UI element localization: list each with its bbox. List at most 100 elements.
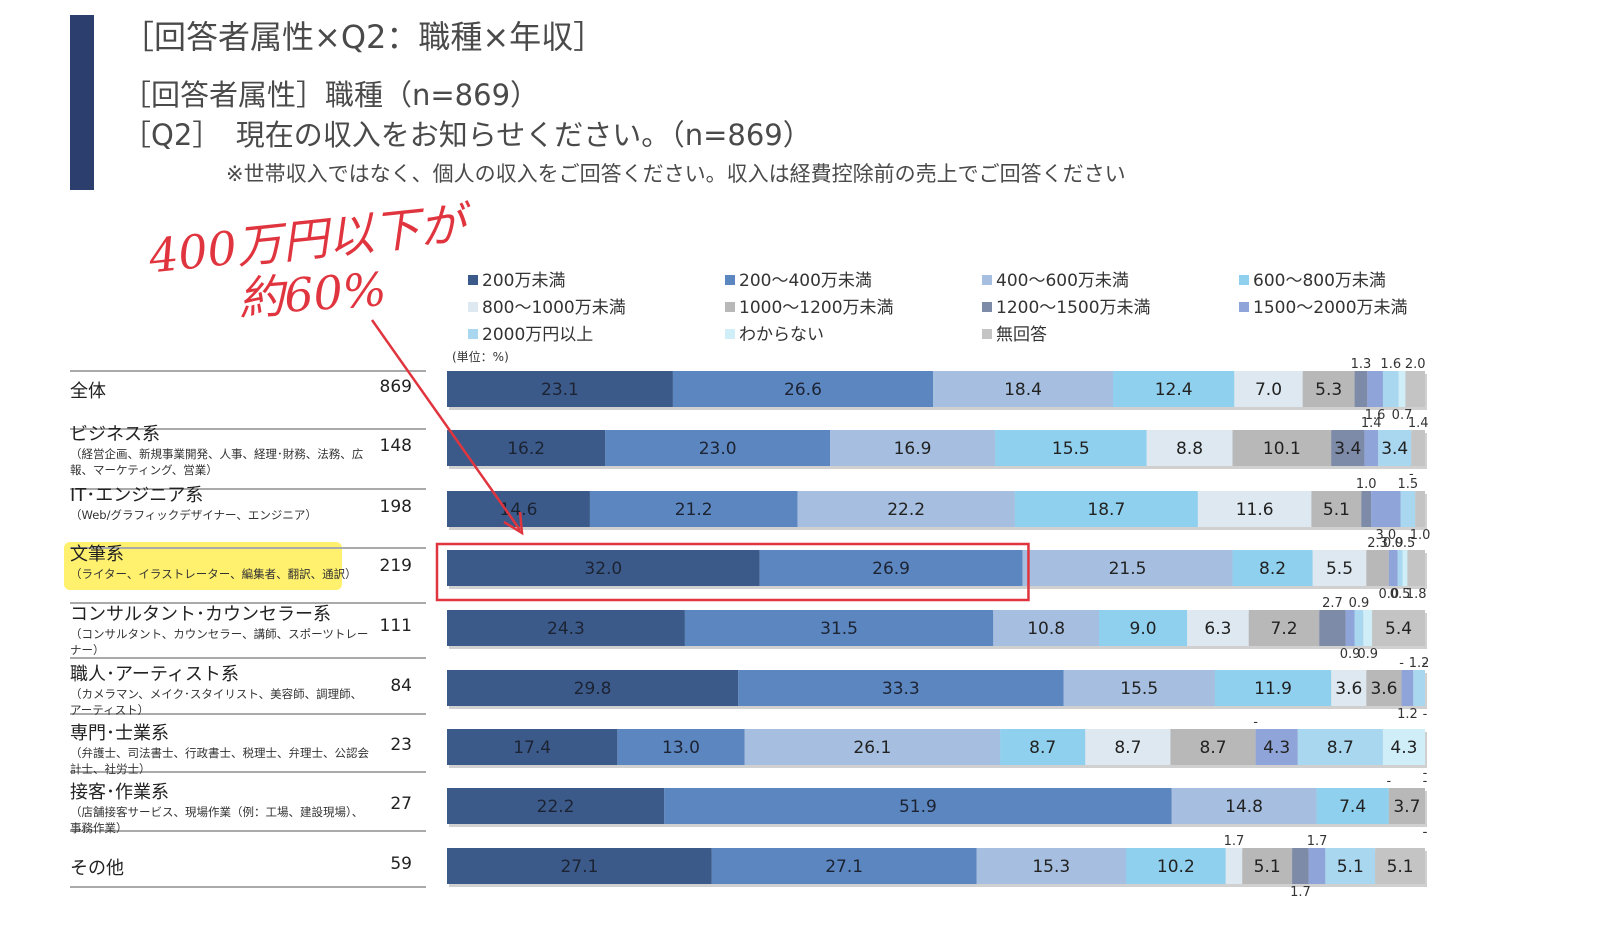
legend-label: 200万未満 [482, 271, 566, 291]
bar-segment [1255, 729, 1298, 765]
legend-item: 200～400万未満 [725, 266, 872, 291]
bar-segment [1232, 430, 1332, 466]
data-label-small: 1.0 [1356, 477, 1377, 492]
unit-label: (単位：%) [452, 350, 509, 364]
bar-segment [1000, 729, 1086, 765]
bar-segment [447, 729, 618, 765]
legend-swatch [468, 275, 478, 285]
row-separator [70, 428, 426, 430]
bar-segment [447, 550, 760, 586]
data-label-small: 1.5 [1398, 477, 1419, 492]
data-label-small: 1.2 [1409, 656, 1430, 671]
data-label-small: 2.7 [1322, 596, 1343, 611]
bar-segment [1171, 788, 1317, 824]
bar-segment [1367, 371, 1383, 407]
data-label: 22.2 [887, 500, 925, 520]
row-sample-size: 198 [379, 497, 412, 517]
subtitle-question: ［Q2］ 現在の収入をお知らせください。（n=869） [122, 118, 812, 152]
data-label-small: 1.7 [1290, 885, 1311, 900]
bar-segment [1388, 788, 1425, 824]
data-label-small: - [1409, 467, 1414, 482]
row-sample-size: 27 [390, 794, 412, 814]
row-label: 全体 [70, 377, 370, 403]
bar-segment [1354, 371, 1368, 407]
row-label-detail: （経営企画、新規事業開発、人事、経理･財務、法務、広報、マーケティング、営業） [70, 447, 364, 477]
row-label-main: 職人･アーティスト系 [70, 664, 239, 685]
legend-swatch [982, 275, 992, 285]
row-label: 接客･作業系 （店舗接客サービス、現場作業（例：工場、建設現場）、事務作業） [70, 778, 370, 836]
legend-item: 2000万円以上 [468, 320, 593, 345]
bar-segment [1146, 430, 1233, 466]
data-label: 14.8 [1225, 797, 1263, 817]
data-label-small: 0.9 [1340, 647, 1361, 662]
bar-segment [1413, 670, 1425, 706]
bar-segment [1063, 670, 1215, 706]
data-label: 11.9 [1254, 679, 1292, 699]
handwritten-annotation-line2: 約60% [236, 261, 389, 327]
data-label: 24.3 [547, 619, 585, 639]
data-label: 9.0 [1130, 619, 1157, 639]
bar-segment [993, 610, 1099, 646]
highlight-box [435, 542, 1030, 602]
data-label: 27.1 [560, 857, 598, 877]
bar-segment [447, 430, 606, 466]
data-label-small: 0.9 [1349, 596, 1370, 611]
data-label-small: - [1423, 774, 1428, 789]
bar-segment [1366, 550, 1389, 586]
data-label-small: 1.6 [1380, 357, 1401, 372]
bar-segment [1311, 491, 1362, 527]
bar-segment [1248, 610, 1320, 646]
data-label: 6.3 [1204, 619, 1231, 639]
data-label-small: - [1423, 825, 1428, 840]
bar-segment [1415, 491, 1425, 527]
bar-segment [1126, 848, 1226, 884]
bar-segment [1331, 430, 1365, 466]
bar-segment [1366, 670, 1402, 706]
data-label: 21.2 [675, 500, 713, 520]
data-label: 16.2 [507, 439, 545, 459]
bar-segment [1378, 430, 1412, 466]
row-label: コンサルタント･カウンセラー系 （コンサルタント、カウンセラー、講師、スポーツトレ… [70, 600, 370, 658]
row-label: 専門･士業系 （弁護士、司法書士、行政書士、税理士、弁理士、公認会計士、社労士） [70, 719, 370, 777]
row-label-detail: （Web/グラフィックデザイナー、エンジニア） [70, 508, 317, 522]
bar-segment [1316, 788, 1389, 824]
data-label: 7.4 [1339, 797, 1366, 817]
data-label: 26.1 [853, 738, 891, 758]
row-sample-size: 111 [379, 616, 412, 636]
data-label: 5.1 [1254, 857, 1281, 877]
row-label: 文筆系 （ライター、イラストレーター、編集者、翻訳、通訳） [70, 540, 370, 582]
row-separator [70, 713, 426, 715]
data-label: 29.8 [574, 679, 612, 699]
data-label-small: 1.2 [1397, 707, 1418, 722]
data-label: 12.4 [1155, 380, 1193, 400]
bar-segment [1225, 848, 1243, 884]
data-label: 8.7 [1327, 738, 1354, 758]
row-label-detail: （弁護士、司法書士、行政書士、税理士、弁理士、公認会計士、社労士） [70, 746, 369, 776]
legend-label: 800～1000万未満 [482, 298, 626, 318]
bar-segment [1234, 371, 1303, 407]
legend-label: わからない [739, 325, 824, 345]
bar-segment [1371, 491, 1401, 527]
bar-segment [617, 729, 745, 765]
bar-segment [1014, 491, 1198, 527]
row-label-detail: （ライター、イラストレーター、編集者、翻訳、通訳） [70, 567, 357, 581]
data-label-small: 1.3 [1351, 357, 1372, 372]
highlighter-mark [64, 542, 342, 590]
row-label-main: 専門･士業系 [70, 723, 169, 744]
bar-segment [1402, 550, 1408, 586]
legend-swatch [982, 302, 992, 312]
page-title: ［回答者属性×Q2：職種×年収］ [122, 18, 606, 56]
data-label-small: 1.6 [1365, 408, 1386, 423]
legend-swatch [725, 302, 735, 312]
bar-segment [1405, 371, 1425, 407]
bar-segment [797, 491, 1015, 527]
bar-segment [1361, 491, 1372, 527]
bar-segment [1197, 491, 1312, 527]
bar-segment [1312, 550, 1367, 586]
bar-segment [995, 430, 1147, 466]
bar-segment [1388, 550, 1398, 586]
bar-segment [1398, 371, 1406, 407]
data-label-small: 0.9 [1357, 647, 1378, 662]
data-label: 8.7 [1200, 738, 1227, 758]
row-sample-size: 23 [390, 735, 412, 755]
